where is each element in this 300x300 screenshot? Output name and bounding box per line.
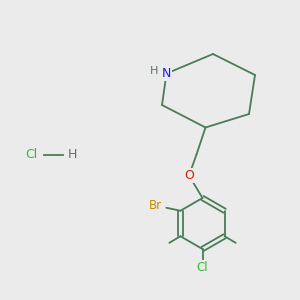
Text: Cl: Cl (26, 148, 38, 161)
Text: O: O (184, 169, 194, 182)
Text: N: N (162, 67, 171, 80)
Text: Br: Br (149, 199, 162, 212)
Text: H: H (150, 66, 158, 76)
Text: H: H (67, 148, 77, 161)
Text: Cl: Cl (197, 261, 208, 274)
